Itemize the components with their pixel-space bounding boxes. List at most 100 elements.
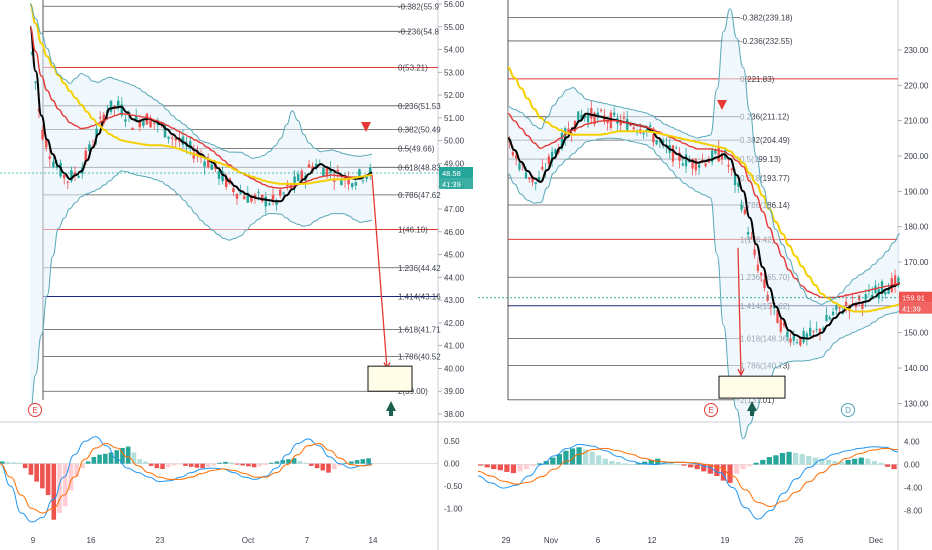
candle-body [257,191,260,193]
macd-histogram-bar [576,447,582,465]
macd-histogram-bar [602,458,608,465]
candle-body [278,189,282,196]
macd-histogram-bar [766,457,772,465]
macd-histogram-bar [257,463,263,467]
candle-body [286,184,289,186]
macd-histogram-bar [688,464,694,468]
right-macd-y-tick-label: -4.00 [904,484,923,493]
right-macd-panel: 4.00 0.00 -4.00 -8.00 [477,438,923,520]
event-marker-label: E [32,406,37,415]
macd-histogram-bar [108,452,114,464]
candle-body [340,180,343,186]
candle-body [116,100,120,108]
candle-body [760,272,763,276]
event-marker-d[interactable] [841,403,855,417]
macd-histogram-bar [589,451,595,465]
macd-histogram-bar [753,462,759,465]
candle-body [746,231,750,235]
candle-body [547,156,550,164]
candle-body [210,164,214,170]
target-zone-box[interactable] [367,365,413,392]
macd-signal-line [477,447,899,508]
fib-level-label-4: 0.382(204.49) [740,136,790,145]
candle-body [867,290,871,292]
candle-body [593,112,596,125]
candle-body [95,128,98,137]
candle-body [599,109,603,112]
candle-body [711,150,714,163]
macd-histogram-bar [799,454,805,465]
macd-histogram-bar [786,451,792,465]
right-y-tick-label: 140.00 [904,364,929,373]
fib-level-label-13: 2(39.00) [398,387,428,396]
macd-histogram-bar [40,463,45,489]
candle-body [851,297,854,299]
candle-body [48,156,52,159]
candle-body [152,122,156,124]
event-marker-e[interactable] [704,403,718,417]
candle-body [350,183,354,188]
macd-histogram-bar [478,464,484,466]
fib-level-label-1: -0.236(232.55) [740,37,793,46]
candle-body [44,138,48,148]
left-y-tick-label: 44.00 [444,273,465,282]
fib-level-label-0: -0.382(239.18) [740,14,793,23]
countdown-badge [439,178,473,190]
event-marker-e[interactable] [28,403,42,417]
macd-histogram-bar [550,457,556,465]
left-slow-ma-line [29,26,373,190]
left-macd-y-tick-label: 0.50 [444,437,460,446]
candle-body [34,81,37,83]
macd-histogram-bar [320,463,326,471]
sell-signal-icon [717,100,727,110]
candle-body [314,163,318,169]
candle-body [347,176,350,185]
candle-body [655,140,658,145]
candle-body [149,118,152,128]
macd-histogram-bar [200,463,205,469]
candle-body [864,294,867,300]
right-bollinger-fill [508,8,900,439]
candle-body [831,311,835,315]
fib-level-label-10: 1.414(43.16 [398,292,441,301]
macd-histogram-bar [812,457,818,465]
fib-level-label-6: 0.618(193.77) [740,174,790,183]
candle-body [822,327,825,330]
candle-body [120,104,124,116]
target-zone-box[interactable] [718,375,786,399]
left-price-panel: -0.382(55.9 -0.236(54.8 0(53.21) 0.236(51.5… [0,0,473,419]
candle-body [203,161,206,167]
macd-histogram-bar [62,463,68,507]
macd-histogram-bar [125,446,131,464]
macd-histogram-bar [177,463,182,465]
candle-body [743,209,746,215]
left-y-tick-label: 55.00 [444,23,465,32]
projection-arrow [371,174,388,369]
left-y-tick-label: 42.00 [444,319,465,328]
macd-histogram-bar [720,464,727,481]
macd-histogram-bar [297,460,303,464]
candle-body [329,168,332,173]
macd-histogram-bar [891,464,897,470]
macd-histogram-bar [337,463,343,466]
macd-histogram-bar [217,462,223,464]
right-y-tick-label: 230.00 [904,46,929,55]
candle-body [528,177,531,180]
candle-body [590,107,593,119]
macd-histogram-bar [183,463,188,466]
macd-histogram-bar [583,449,589,465]
candle-body [66,181,70,183]
macd-histogram-bar [103,453,108,464]
candle-body [887,288,890,294]
candle-body [629,124,632,126]
macd-histogram-bar [326,463,331,473]
left-y-tick-label: 38.00 [444,410,465,419]
fib-level-label-3: 0.236(51.53 [398,102,441,111]
fib-level-label-11: 1.618(41.71 [398,325,441,334]
candle-body [786,331,789,337]
projection-arrow [737,247,742,376]
candle-body [30,52,34,54]
candle-body [235,193,239,199]
candle-body [242,196,246,200]
